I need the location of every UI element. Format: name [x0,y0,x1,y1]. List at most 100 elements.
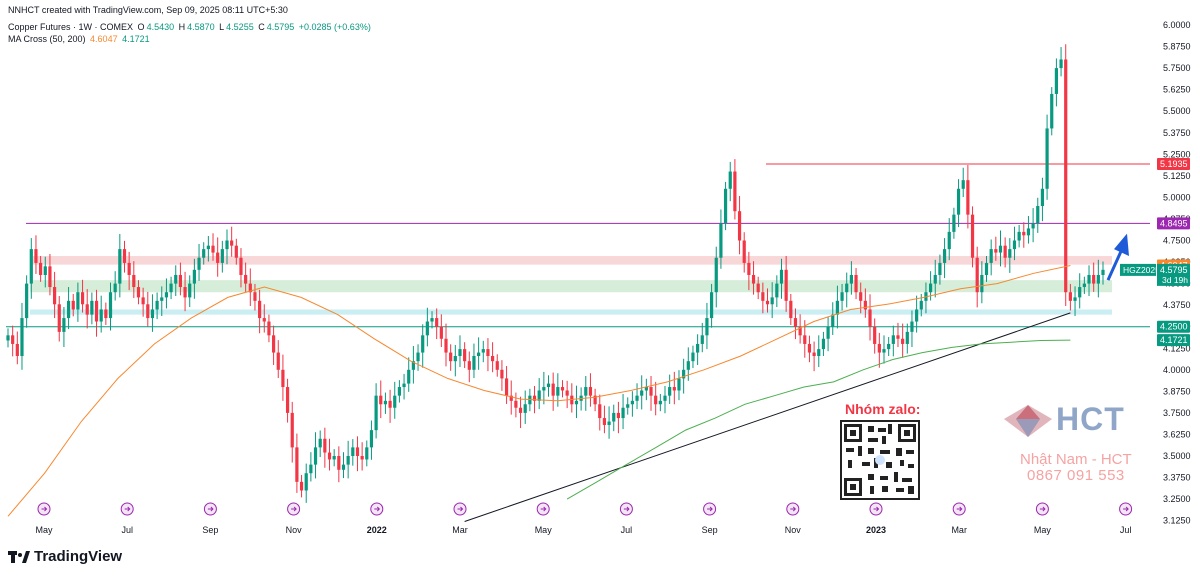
candle [327,438,332,471]
candle-body [122,249,127,263]
candle [383,392,388,414]
candle-body [854,274,858,293]
candle [668,374,672,404]
event-marker-arrow [124,506,131,512]
candle-body [994,249,998,253]
candle-body [341,464,346,470]
candle [658,393,662,412]
candle-body [709,292,714,319]
candle-body [751,274,756,284]
candle [942,238,947,279]
candle [481,340,485,363]
candle-body [271,335,276,353]
candle-body [961,180,965,189]
candle [43,256,47,288]
y-tick-label: 4.3750 [1163,300,1191,310]
candle-body [132,274,136,288]
candle-body [658,400,662,405]
candle [332,449,336,467]
candle [411,346,415,384]
contact-phone: 0867 091 553 [1027,467,1125,484]
y-tick-label: 4.0000 [1163,365,1191,375]
candle-body [85,304,89,315]
candle [640,375,644,410]
candle-body [383,400,388,405]
candle-body [369,430,374,448]
candle [588,373,593,407]
candle [206,236,210,262]
candle-body [873,326,877,344]
candle-body [379,395,383,405]
candle-body [980,274,984,293]
candle-body [421,335,425,353]
candle-body [793,318,798,327]
candle [486,338,490,372]
y-tick-label: 5.2500 [1163,149,1191,159]
y-tick-label: 6.0000 [1163,20,1191,30]
candle [849,261,853,295]
candle [313,432,318,479]
x-tick-label: Mar [951,525,967,535]
candle [146,291,150,327]
candle [691,345,695,369]
candle-body [1008,249,1012,258]
candle [728,161,732,202]
candle-body [20,318,24,357]
candle [877,332,881,368]
candle-body [397,387,402,396]
candle [719,209,723,269]
candle-body [868,309,872,327]
x-axis[interactable]: May Jul Sep Nov 2022 Mar May Jul Sep Nov 2023 Mar Ma… [35,525,1200,535]
y-tick-label: 3.3750 [1163,473,1191,483]
candle [309,452,313,482]
open-label: O [137,22,145,32]
candle [1050,87,1054,136]
candle-body [728,171,732,189]
candle-body [500,369,504,379]
candle-body [896,335,900,339]
symbol-legend[interactable]: Copper Futures · 1W · COMEX O 4.5430 H 4.5… [8,22,373,32]
candle [225,229,229,265]
candle [1082,276,1086,294]
event-marker-arrow [291,506,297,512]
candle [1068,283,1072,311]
candle [560,380,565,398]
candle [258,289,262,334]
change-value: +0.0285 (+0.63%) [298,22,371,32]
event-marker-icon [869,502,883,516]
event-marker-arrow [873,506,880,512]
candle [374,383,378,439]
candle-body [775,283,779,298]
candle [807,335,812,363]
candle [873,318,877,354]
candle-body [682,369,686,379]
candle [817,335,821,368]
candle [845,272,849,308]
candle-body [365,447,369,460]
candle-body [323,438,327,453]
candle-body [477,352,481,357]
candle-body [43,266,47,275]
candle-body [267,321,271,336]
candle [490,342,495,373]
tradingview-brand[interactable]: TradingView [8,548,122,565]
candle-body [537,390,541,401]
candle-body [947,231,951,250]
candle-body [640,390,644,396]
candle-body [48,266,52,288]
candle-body [66,300,71,319]
candle-body [169,283,173,293]
candle-body [1045,128,1049,189]
candle [202,242,206,265]
candle [304,463,308,503]
candle-body [840,292,844,301]
candle [407,357,411,392]
candle [970,206,975,268]
candle [565,380,569,409]
candle [821,331,826,357]
candle [621,393,625,430]
candle-body [826,326,830,339]
ma-legend[interactable]: MA Cross (50, 200) 4.6047 4.1721 [8,34,152,44]
